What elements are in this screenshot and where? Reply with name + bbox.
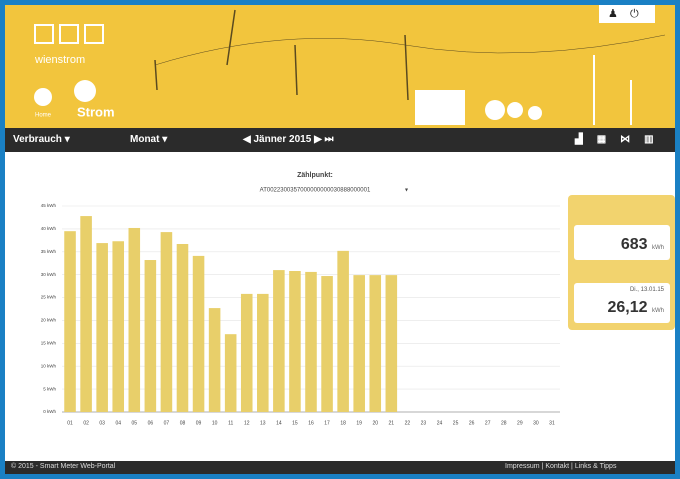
bar <box>161 232 173 412</box>
bar <box>289 271 301 412</box>
bar <box>337 251 349 412</box>
bar <box>177 244 189 412</box>
bar <box>193 256 205 412</box>
view-select[interactable]: Verbrauch ▾ <box>13 134 70 145</box>
x-tick-label: 08 <box>180 420 186 426</box>
y-tick-label: 25 kWh <box>41 295 57 300</box>
bar <box>273 270 285 412</box>
period[interactable]: Monat <box>130 134 159 145</box>
bar <box>386 275 398 412</box>
header: ♟ ⏻ wienstrom Home Strom <box>5 5 675 128</box>
x-tick-label: 17 <box>324 420 330 426</box>
frame: ♟ ⏻ wienstrom Home Strom Verbrauch ▾ Mona… <box>0 0 680 479</box>
date-nav[interactable]: ◀ Jänner 2015 ▶ ⏭ <box>243 134 334 145</box>
bar <box>353 275 365 412</box>
chart: Zählpunkt: AT002230035700000000003088800… <box>15 155 575 455</box>
copyright: © 2015 - Smart Meter Web-Portal <box>11 463 115 470</box>
y-tick-label: 40 kWh <box>41 226 57 231</box>
nav-bar: Verbrauch ▾ Monat ▾ ◀ Jänner 2015 ▶ ⏭ ▟▦… <box>5 128 675 152</box>
link[interactable]: Impressum <box>505 463 540 470</box>
x-tick-label: 19 <box>356 420 362 426</box>
page: ♟ ⏻ wienstrom Home Strom Verbrauch ▾ Mona… <box>0 0 680 479</box>
x-tick-label: 30 <box>533 420 539 426</box>
x-tick-label: 05 <box>132 420 138 426</box>
x-tick-label: 13 <box>260 420 266 426</box>
date: Jänner 2015 <box>253 134 311 145</box>
x-tick-label: 10 <box>212 420 218 426</box>
bar <box>145 260 157 412</box>
x-tick-label: 21 <box>389 420 395 426</box>
dropdown-icon[interactable]: ▾ <box>405 188 408 194</box>
view[interactable]: Verbrauch <box>13 134 62 145</box>
x-tick-label: 07 <box>164 420 170 426</box>
x-tick-label: 12 <box>244 420 250 426</box>
x-tick-label: 06 <box>148 420 154 426</box>
x-tick-label: 26 <box>469 420 475 426</box>
x-tick-label: 14 <box>276 420 282 426</box>
meter-id[interactable]: AT0022300357000000000030888000001 <box>260 188 371 194</box>
brand: wienstrom <box>34 54 85 66</box>
link[interactable]: Links & Tipps <box>575 463 617 470</box>
bar <box>96 243 108 412</box>
day-unit: kWh <box>652 308 664 314</box>
x-tick-label: 28 <box>501 420 507 426</box>
y-tick-label: 10 kWh <box>41 363 57 368</box>
y-tick-label: 15 kWh <box>41 341 57 346</box>
header-art: ♟ ⏻ wienstrom Home Strom <box>5 5 675 128</box>
bar <box>305 272 317 412</box>
bar <box>209 308 221 412</box>
summary-panel: 683 kWh Di., 13.01.15 26,12 kWh <box>568 195 675 330</box>
y-tick-label: 30 kWh <box>41 272 57 277</box>
bar <box>225 334 237 412</box>
y-tick-label: 45 kWh <box>41 203 57 208</box>
home-label[interactable]: Home <box>35 113 52 119</box>
day-value: 26,12 <box>608 299 648 316</box>
x-tick-label: 25 <box>453 420 459 426</box>
x-tick-label: 29 <box>517 420 523 426</box>
bar <box>321 276 333 412</box>
bar <box>112 241 124 412</box>
toolbar-icons[interactable]: ▟▦⋈▥ <box>575 134 668 145</box>
total-unit: kWh <box>652 245 664 251</box>
total: 683 <box>621 236 648 253</box>
bar <box>129 228 141 412</box>
footer: © 2015 - Smart Meter Web-Portal Impressu… <box>5 461 675 474</box>
svg-text:♟: ♟ <box>608 8 618 20</box>
x-tick-label: 24 <box>437 420 443 426</box>
x-tick-label: 01 <box>67 420 73 426</box>
x-tick-label: 16 <box>308 420 314 426</box>
y-tick-label: 0 kWh <box>43 409 56 414</box>
period-select[interactable]: Monat ▾ <box>130 134 167 145</box>
x-tick-label: 09 <box>196 420 202 426</box>
y-tick-label: 20 kWh <box>41 318 57 323</box>
x-tick-label: 18 <box>340 420 346 426</box>
x-tick-label: 04 <box>115 420 121 426</box>
bar <box>369 275 381 412</box>
x-tick-label: 20 <box>372 420 378 426</box>
chart-title: Zählpunkt: <box>297 172 333 179</box>
x-tick-label: 03 <box>99 420 105 426</box>
bar <box>64 231 76 412</box>
footer-links: Impressum | Kontakt | Links & Tipps <box>505 463 616 470</box>
bar <box>257 294 269 412</box>
bar <box>241 294 253 412</box>
x-tick-label: 22 <box>405 420 411 426</box>
day-box: Di., 13.01.15 26,12 kWh <box>574 283 670 323</box>
x-tick-label: 15 <box>292 420 298 426</box>
x-tick-label: 11 <box>228 420 233 426</box>
product: Strom <box>77 104 115 119</box>
svg-text:⏻: ⏻ <box>630 8 639 20</box>
link[interactable]: Kontakt <box>545 463 569 470</box>
day-date: Di., 13.01.15 <box>630 287 664 293</box>
x-tick-label: 31 <box>549 420 555 426</box>
y-tick-label: 35 kWh <box>41 249 57 254</box>
bar <box>80 216 92 412</box>
x-tick-label: 23 <box>421 420 427 426</box>
x-tick-label: 27 <box>485 420 491 426</box>
x-tick-label: 02 <box>83 420 89 426</box>
y-tick-label: 5 kWh <box>43 386 56 391</box>
total-box: 683 kWh <box>574 225 670 260</box>
